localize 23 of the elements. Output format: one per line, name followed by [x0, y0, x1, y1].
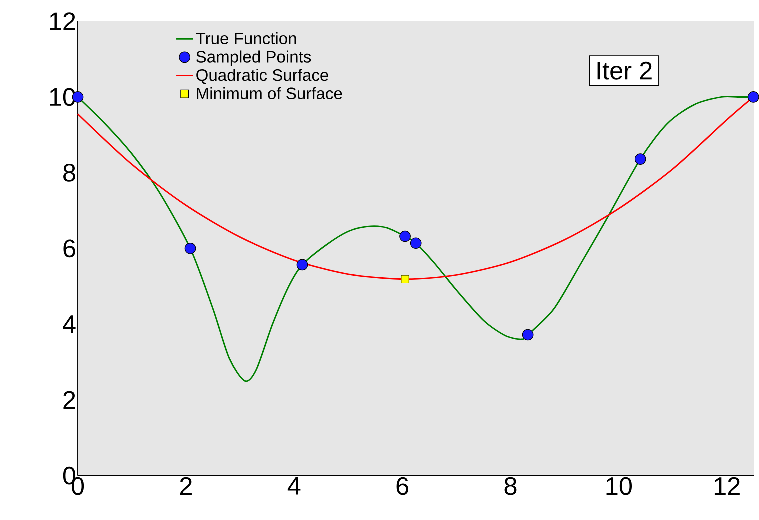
- y-tick-label: 6: [64, 240, 76, 258]
- point: [401, 275, 410, 284]
- y-tick-label: 8: [64, 164, 76, 182]
- y-tick-label: 4: [63, 316, 76, 334]
- point: [634, 154, 646, 166]
- point: [296, 259, 308, 271]
- x-tick-label: 6: [396, 477, 408, 496]
- x-tick-label: 8: [504, 477, 517, 496]
- point: [184, 243, 196, 254]
- point: [400, 230, 411, 242]
- annotation: Iter 2: [598, 62, 652, 80]
- legend-label: Sampled Points: [196, 50, 312, 66]
- x-tick-label: 10: [606, 477, 632, 496]
- y-tick-label: 2: [64, 391, 76, 410]
- y-tick-label: 12: [50, 12, 76, 30]
- point: [522, 329, 534, 341]
- x-tick-label: 12: [714, 477, 740, 496]
- legend-label: Quadratic Surface: [196, 69, 328, 84]
- x-tick-label: 2: [180, 477, 192, 496]
- x-tick-label: 4: [288, 477, 301, 495]
- point: [410, 238, 422, 250]
- legend-label: True Function: [196, 32, 296, 45]
- legend-label: Minimum of Surface: [197, 87, 342, 100]
